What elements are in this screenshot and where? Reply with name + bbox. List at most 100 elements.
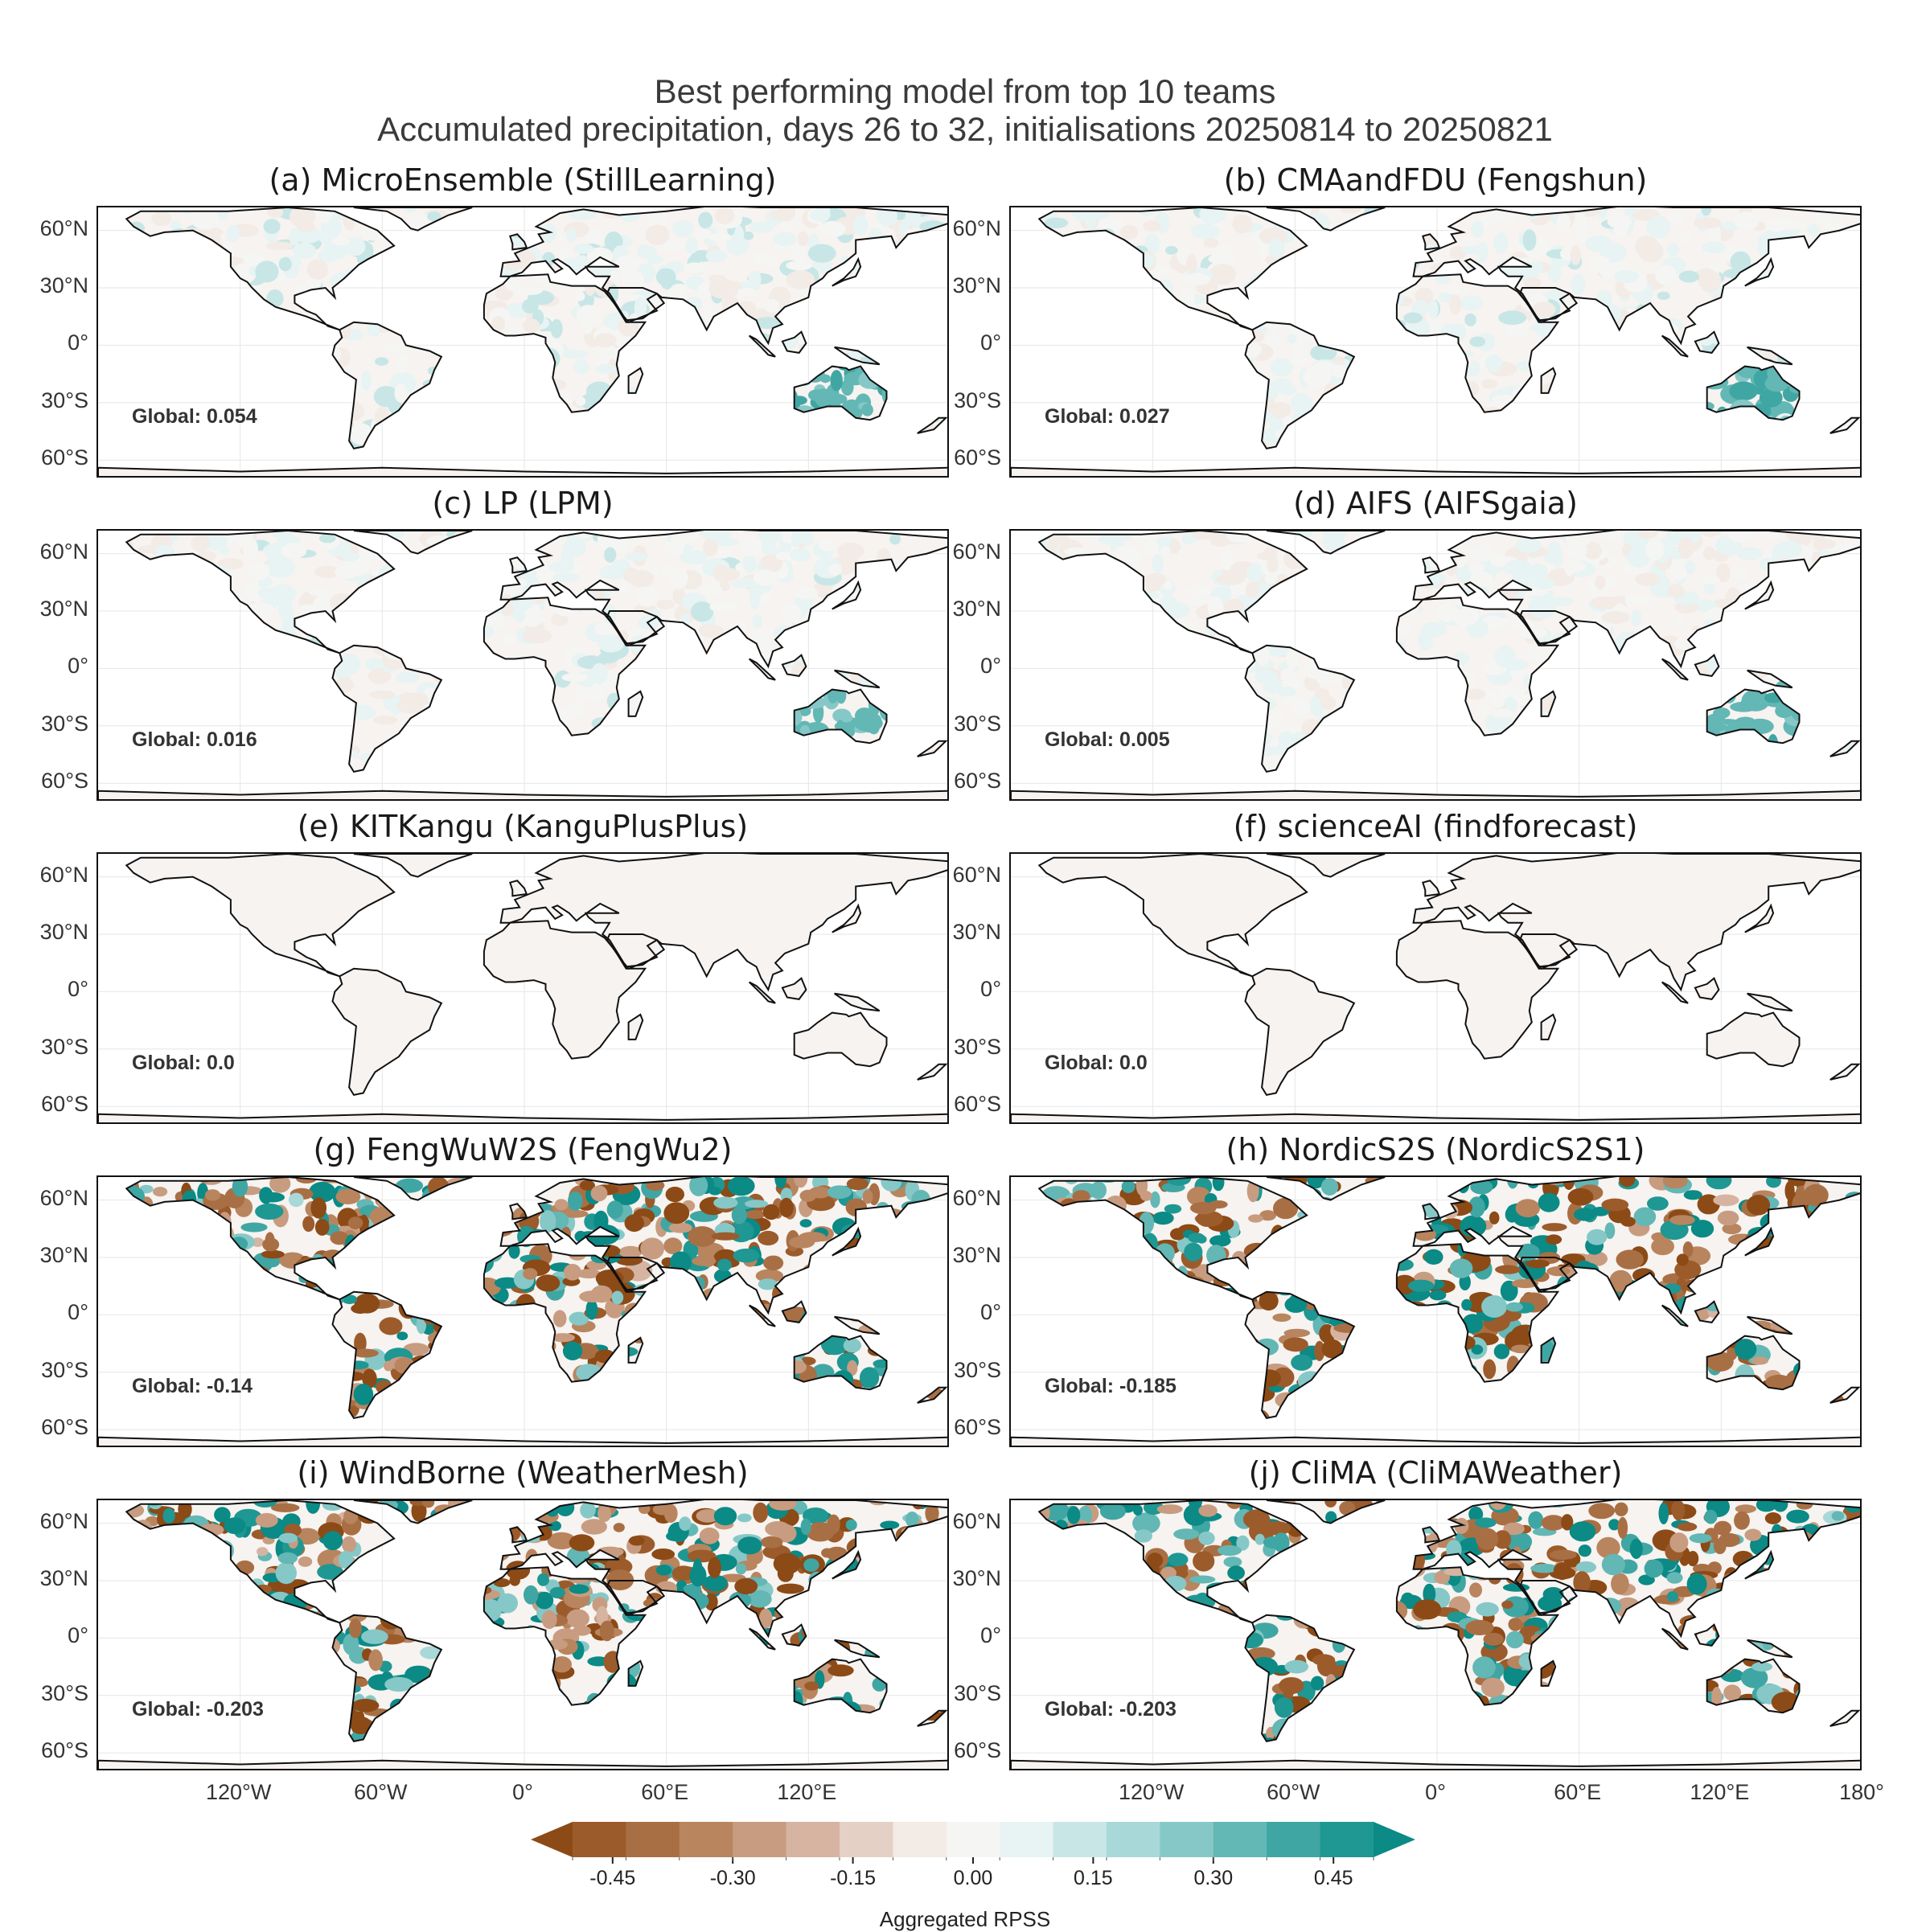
rpss-cell xyxy=(318,669,332,681)
rpss-cell xyxy=(796,687,807,700)
rpss-cell xyxy=(240,436,254,445)
rpss-cell xyxy=(1036,445,1051,461)
rpss-cell xyxy=(190,347,203,366)
rpss-cell xyxy=(224,369,233,380)
rpss-cell xyxy=(433,411,446,425)
rpss-cell xyxy=(636,395,660,416)
rpss-cell xyxy=(425,314,436,331)
rpss-cell xyxy=(1760,322,1777,339)
rpss-cell xyxy=(1679,726,1696,736)
rpss-cell xyxy=(1238,741,1267,756)
rpss-cell xyxy=(396,1267,422,1281)
rpss-cell xyxy=(1327,754,1344,772)
rpss-cell xyxy=(171,364,196,374)
rpss-cell xyxy=(98,740,105,761)
rpss-cell xyxy=(1755,289,1776,306)
rpss-cell xyxy=(471,1383,486,1396)
rpss-cell xyxy=(1601,739,1627,751)
rpss-cell xyxy=(1275,303,1297,314)
rpss-cell xyxy=(384,344,405,354)
rpss-cell xyxy=(1560,319,1587,329)
rpss-cell xyxy=(812,736,832,752)
rpss-cell xyxy=(675,389,692,404)
rpss-cell xyxy=(1348,564,1369,579)
rpss-cell xyxy=(153,617,175,634)
rpss-cell xyxy=(216,683,233,697)
rpss-cell xyxy=(431,437,458,457)
rpss-cell xyxy=(1185,350,1205,363)
rpss-cell xyxy=(1228,299,1251,314)
rpss-cell xyxy=(133,335,153,347)
rpss-cell xyxy=(778,395,802,410)
rpss-cell xyxy=(686,237,698,254)
rpss-cell xyxy=(1581,670,1591,691)
rpss-cell xyxy=(1677,1384,1689,1405)
rpss-cell xyxy=(745,428,768,437)
rpss-cell xyxy=(1098,303,1121,316)
rpss-cell xyxy=(409,406,426,415)
panel-title: (d) AIFS (AIFSgaia) xyxy=(1009,486,1862,521)
rpss-cell xyxy=(1293,1403,1322,1423)
rpss-cell xyxy=(113,703,133,714)
rpss-cell xyxy=(167,761,193,778)
rpss-cell xyxy=(457,224,481,239)
rpss-cell xyxy=(1083,703,1110,715)
rpss-cell xyxy=(445,1187,459,1206)
rpss-cell xyxy=(1427,652,1449,667)
rpss-cell xyxy=(133,594,152,613)
rpss-cell xyxy=(1378,359,1397,368)
rpss-cell xyxy=(1837,238,1857,257)
rpss-cell xyxy=(1369,388,1387,396)
rpss-cell xyxy=(736,677,761,695)
rpss-cell xyxy=(1419,419,1435,437)
rpss-cell xyxy=(453,1218,474,1227)
rpss-cell xyxy=(771,428,796,440)
rpss-cell xyxy=(222,306,250,326)
rpss-cell xyxy=(1025,644,1047,662)
rpss-cell xyxy=(158,1241,183,1262)
rpss-cell xyxy=(419,438,444,449)
rpss-cell xyxy=(1713,293,1742,302)
rpss-cell xyxy=(133,316,162,330)
rpss-cell xyxy=(823,641,834,652)
rpss-cell xyxy=(1301,599,1319,610)
rpss-cell xyxy=(98,1277,110,1298)
rpss-cell xyxy=(311,1254,325,1271)
rpss-cell xyxy=(517,1339,537,1359)
rpss-cell xyxy=(669,1294,689,1306)
rpss-cell xyxy=(388,1393,407,1410)
rpss-cell xyxy=(191,272,202,293)
rpss-cell xyxy=(548,740,568,757)
rpss-cell xyxy=(685,297,703,312)
rpss-cell xyxy=(504,1304,523,1321)
rpss-cell xyxy=(704,692,718,713)
rpss-cell xyxy=(1645,539,1664,560)
rpss-cell xyxy=(154,687,169,699)
rpss-cell xyxy=(115,1417,125,1425)
rpss-cell xyxy=(252,1267,263,1282)
rpss-cell xyxy=(208,649,228,661)
rpss-cell xyxy=(1178,358,1200,379)
rpss-cell xyxy=(1351,401,1372,420)
rpss-cell xyxy=(290,732,313,746)
rpss-cell xyxy=(1095,429,1114,441)
rpss-cell xyxy=(166,1412,179,1431)
rpss-cell xyxy=(1343,547,1355,567)
rpss-cell xyxy=(1162,669,1185,681)
rpss-cell xyxy=(1367,608,1394,622)
rpss-cell xyxy=(1690,416,1704,425)
rpss-cell xyxy=(713,695,724,708)
rpss-cell xyxy=(1731,747,1751,767)
rpss-cell xyxy=(468,1289,478,1306)
rpss-cell xyxy=(1613,744,1636,761)
rpss-cell xyxy=(1768,734,1778,756)
rpss-cell xyxy=(298,679,325,691)
rpss-cell xyxy=(1425,749,1435,758)
rpss-cell xyxy=(762,446,790,457)
rpss-cell xyxy=(1640,1338,1666,1352)
rpss-cell xyxy=(1011,365,1029,385)
rpss-cell xyxy=(466,1235,484,1253)
rpss-cell xyxy=(873,689,889,709)
rpss-cell xyxy=(1587,361,1611,371)
rpss-cell xyxy=(328,436,352,453)
